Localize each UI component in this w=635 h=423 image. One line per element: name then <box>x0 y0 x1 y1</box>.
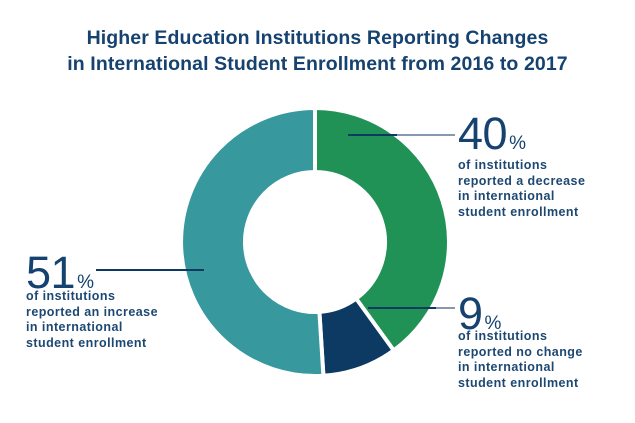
decrease-text-line: reported a decrease <box>458 173 586 188</box>
callout-no-change-text: of institutions reported no change in in… <box>458 329 583 391</box>
no-change-text-line: of institutions <box>458 329 548 343</box>
no-change-text-line: student enrollment <box>458 375 579 390</box>
callout-increase-text: of institutions reported an increase in … <box>26 289 158 351</box>
increase-percent-sign: % <box>77 272 94 293</box>
donut-chart <box>179 105 451 378</box>
leader-line-no-change <box>368 307 455 309</box>
decrease-text-line: in international <box>458 189 555 203</box>
chart-title-line2: in International Student Enrollment from… <box>67 53 568 75</box>
increase-text-line: of institutions <box>26 289 116 303</box>
callout-no-change-number: 9% <box>458 291 501 346</box>
increase-text-line: reported an increase <box>26 304 158 319</box>
chart-title-line1: Higher Education Institutions Reporting … <box>86 27 549 49</box>
no-change-text-line: reported no change <box>458 344 583 359</box>
increase-text-line: in international <box>26 320 123 334</box>
no-change-value: 9 <box>458 288 483 339</box>
decrease-value: 40 <box>458 108 508 159</box>
no-change-text-line: in international <box>458 360 555 374</box>
decrease-text-line: student enrollment <box>458 204 579 219</box>
callout-decrease-text: of institutions reported a decrease in i… <box>458 158 585 220</box>
donut-chart-wrap <box>179 105 451 378</box>
increase-text-line: student enrollment <box>26 335 147 350</box>
decrease-percent-sign: % <box>509 133 526 154</box>
donut-slice-decrease <box>313 105 451 354</box>
no-change-percent-sign: % <box>484 313 502 334</box>
leader-line-increase <box>96 269 204 271</box>
callout-increase-number: 51% <box>26 250 94 305</box>
donut-slice-increase <box>179 105 326 378</box>
chart-title: Higher Education Institutions Reporting … <box>0 25 635 77</box>
increase-value: 51 <box>26 247 76 298</box>
callout-decrease-number: 40% <box>458 111 526 166</box>
decrease-text-line: of institutions <box>458 158 548 172</box>
leader-line-decrease <box>348 134 455 136</box>
